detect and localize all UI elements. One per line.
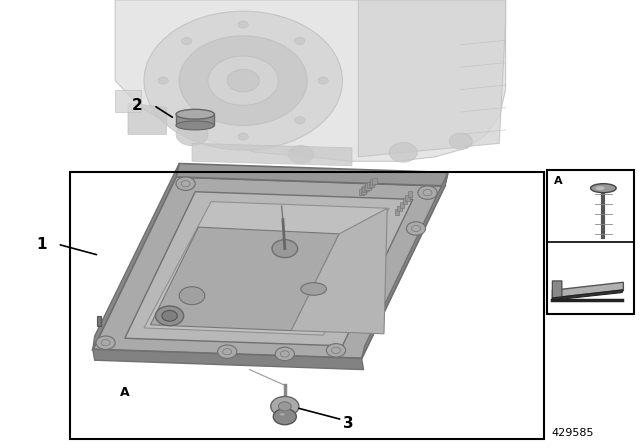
- Circle shape: [238, 133, 248, 140]
- Bar: [362, 186, 367, 192]
- Bar: [397, 206, 402, 211]
- Ellipse shape: [176, 121, 214, 130]
- Polygon shape: [176, 114, 214, 125]
- Circle shape: [218, 345, 237, 358]
- Circle shape: [179, 287, 205, 305]
- Circle shape: [362, 269, 381, 282]
- Text: 2: 2: [132, 98, 143, 113]
- Circle shape: [418, 186, 437, 199]
- Polygon shape: [125, 192, 413, 346]
- Circle shape: [181, 181, 190, 187]
- Circle shape: [179, 36, 307, 125]
- Circle shape: [227, 69, 259, 92]
- Text: 429585: 429585: [552, 428, 594, 438]
- Bar: [369, 181, 374, 187]
- Ellipse shape: [591, 184, 616, 193]
- Bar: [395, 209, 399, 215]
- Circle shape: [280, 351, 289, 357]
- Text: A: A: [120, 385, 130, 399]
- Circle shape: [223, 349, 232, 355]
- Circle shape: [208, 56, 278, 105]
- Bar: [367, 182, 372, 188]
- Polygon shape: [291, 208, 387, 334]
- Circle shape: [238, 21, 248, 28]
- Circle shape: [176, 123, 208, 146]
- Bar: [97, 316, 101, 326]
- Text: 1: 1: [36, 237, 47, 252]
- Circle shape: [412, 225, 420, 232]
- Circle shape: [101, 340, 110, 346]
- Bar: [547, 170, 634, 314]
- Bar: [364, 185, 369, 191]
- Text: 3: 3: [344, 416, 354, 431]
- Polygon shape: [93, 164, 179, 349]
- Circle shape: [156, 306, 184, 326]
- Circle shape: [294, 116, 305, 124]
- Polygon shape: [150, 227, 339, 331]
- Polygon shape: [192, 143, 352, 166]
- Circle shape: [182, 38, 192, 45]
- Polygon shape: [358, 0, 506, 157]
- Ellipse shape: [280, 413, 285, 416]
- Bar: [70, 172, 544, 439]
- Circle shape: [271, 396, 299, 416]
- Circle shape: [367, 272, 376, 279]
- Circle shape: [275, 347, 294, 361]
- Polygon shape: [93, 177, 445, 358]
- Bar: [400, 202, 404, 208]
- Ellipse shape: [596, 186, 605, 190]
- Circle shape: [389, 142, 417, 162]
- Polygon shape: [362, 172, 448, 358]
- Bar: [370, 179, 375, 185]
- Polygon shape: [144, 202, 389, 335]
- Circle shape: [176, 177, 195, 190]
- Polygon shape: [93, 349, 364, 370]
- Bar: [405, 195, 410, 201]
- Ellipse shape: [301, 283, 326, 295]
- Circle shape: [278, 402, 291, 411]
- Circle shape: [449, 133, 472, 149]
- Circle shape: [273, 409, 296, 425]
- Bar: [365, 183, 371, 190]
- Circle shape: [332, 347, 340, 353]
- Circle shape: [288, 146, 314, 164]
- Ellipse shape: [176, 109, 214, 119]
- Circle shape: [326, 344, 346, 357]
- Bar: [360, 187, 365, 194]
- Polygon shape: [552, 281, 562, 300]
- Bar: [359, 189, 364, 195]
- Polygon shape: [552, 290, 623, 300]
- Polygon shape: [115, 90, 141, 112]
- Polygon shape: [128, 103, 166, 134]
- Circle shape: [318, 77, 328, 84]
- Bar: [403, 198, 407, 204]
- Circle shape: [162, 310, 177, 321]
- Polygon shape: [552, 282, 623, 298]
- Bar: [372, 178, 377, 184]
- Circle shape: [158, 77, 168, 84]
- Circle shape: [182, 116, 192, 124]
- Bar: [408, 191, 412, 197]
- Text: A: A: [554, 176, 562, 185]
- Circle shape: [272, 240, 298, 258]
- Circle shape: [294, 38, 305, 45]
- Circle shape: [144, 11, 342, 150]
- Circle shape: [96, 336, 115, 349]
- Polygon shape: [115, 0, 506, 161]
- Circle shape: [423, 190, 432, 196]
- Circle shape: [406, 222, 426, 235]
- Polygon shape: [176, 164, 448, 186]
